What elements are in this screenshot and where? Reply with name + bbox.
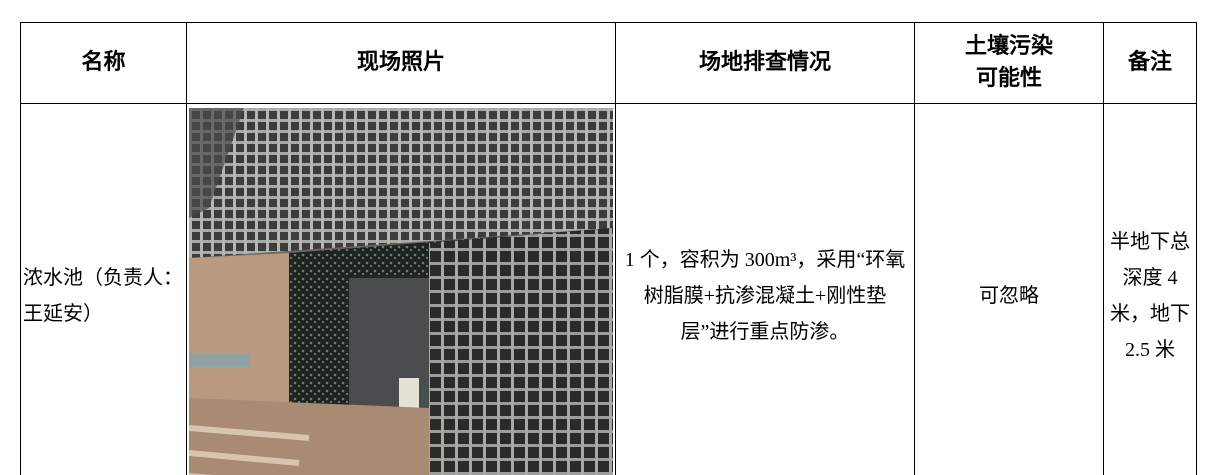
situation-cell: 1 个，容积为 300m³，采用“环氧树脂膜+抗渗混凝土+刚性垫层”进行重点防渗… <box>615 103 915 475</box>
header-cell: 备注 <box>1103 22 1197 104</box>
body-row: 浓水池（负责人：王延安） <box>20 103 1197 475</box>
header-cell: 土壤污染可能性 <box>914 22 1104 104</box>
site-photo <box>189 108 613 475</box>
header-cell: 现场照片 <box>186 22 616 104</box>
remark-cell: 半地下总深度 4 米，地下 2.5 米 <box>1103 103 1197 475</box>
header-cell: 名称 <box>20 22 187 104</box>
header-cell: 场地排查情况 <box>615 22 915 104</box>
header-row: 名称 现场照片 场地排查情况 土壤污染可能性 备注 <box>20 22 1197 104</box>
check-table: 名称 现场照片 场地排查情况 土壤污染可能性 备注 浓水池（负责人：王延安） <box>20 22 1197 475</box>
possibility-cell: 可忽略 <box>914 103 1104 475</box>
name-cell: 浓水池（负责人：王延安） <box>20 103 187 475</box>
photo-cell <box>186 103 616 475</box>
